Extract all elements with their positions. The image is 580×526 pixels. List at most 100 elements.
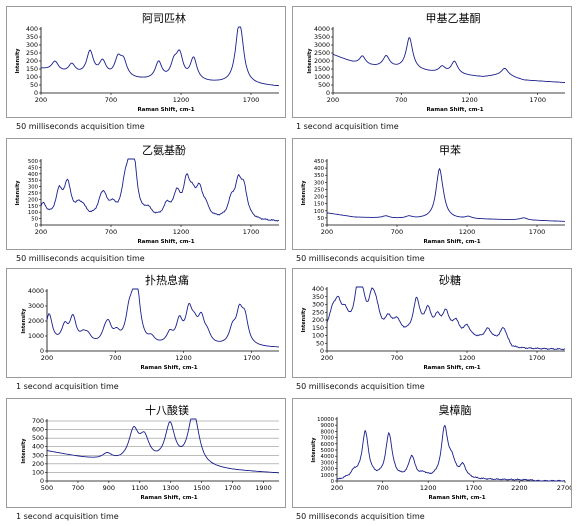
y-tick-label: 100 [26, 74, 38, 81]
spectrum-line [336, 424, 566, 482]
x-tick-label: 2200 [511, 484, 528, 492]
y-tick-label: 150 [28, 204, 39, 210]
y-tick-label: 6000 [321, 442, 335, 448]
y-tick-label: 8000 [321, 429, 335, 435]
y-tick-label: 3000 [321, 460, 335, 466]
y-tick-label: 350 [312, 294, 324, 301]
chart-title: 甲苯 [439, 143, 461, 157]
chart-caption-6: 50 milliseconds acquisition time [296, 382, 425, 391]
chart-caption-2: 1 second acquisition time [296, 122, 399, 131]
chart-panel-2: 甲基乙基酮 0 500 1000 1500 2000 2500 3000 3500 4000 200… [292, 6, 572, 118]
y-tick-label: 250 [314, 187, 325, 193]
y-tick-label: 450 [28, 165, 39, 171]
y-tick-label: 100 [28, 210, 39, 216]
x-axis-label: Raman Shift, cm-1 [140, 365, 197, 371]
y-tick-label: 100 [32, 469, 44, 476]
x-tick-label: 1200 [461, 96, 478, 104]
spectrum-line [326, 168, 566, 222]
spectrum-line [40, 26, 280, 87]
x-tick-label: 1200 [459, 354, 476, 362]
x-tick-label: 200 [321, 228, 333, 236]
y-tick-label: 500 [32, 435, 44, 442]
spectrum-line [332, 37, 565, 83]
y-tick-label: 200 [26, 58, 38, 65]
x-tick-label: 200 [35, 96, 47, 104]
y-tick-label: 100 [314, 209, 325, 215]
y-tick-label: 10000 [317, 417, 334, 423]
chart-title: 阿司匹林 [142, 11, 186, 25]
chart-caption-1: 50 milliseconds acquisition time [16, 122, 145, 131]
x-tick-label: 1500 [193, 484, 210, 492]
chart-caption-7: 1 second acquisition time [16, 512, 119, 521]
x-tick-label: 1700 [529, 354, 546, 362]
y-tick-label: 1000 [321, 473, 335, 479]
chart-title: 臭樟脑 [439, 403, 472, 417]
y-tick-label: 2500 [314, 50, 330, 57]
y-tick-label: 0 [40, 348, 44, 355]
x-tick-label: 1200 [173, 96, 190, 104]
x-axis-label: Raman Shift, cm-1 [137, 239, 194, 245]
y-tick-label: 700 [32, 418, 44, 425]
chart-panel-7: 十八酸镁 0 100 200 300 400 500 600 700 500 700 900 1100 1… [6, 398, 286, 508]
y-tick-label: 2000 [321, 467, 335, 473]
y-tick-label: 3000 [28, 303, 44, 310]
x-tick-label: 1200 [459, 228, 476, 236]
chart-title: 扑热息痛 [145, 273, 189, 287]
spectrum-line [46, 418, 279, 474]
y-tick-label: 400 [28, 172, 39, 178]
y-axis-label: Intensity [301, 180, 307, 206]
x-tick-label: 700 [72, 484, 84, 492]
x-axis-label: Raman Shift, cm-1 [137, 107, 194, 113]
chart-title: 乙氨基酚 [142, 143, 186, 157]
x-axis-label: Raman Shift, cm-1 [140, 495, 197, 501]
chart-caption-3: 50 milliseconds acquisition time [16, 254, 145, 263]
x-tick-label: 1200 [420, 484, 437, 492]
chart-panel-4: 甲苯 0 50 100 150 200 250 300 350 400 450 200 700 1200 1… [292, 138, 572, 250]
y-tick-label: 600 [32, 427, 44, 434]
y-tick-label: 3500 [314, 34, 330, 41]
x-tick-label: 200 [327, 96, 339, 104]
y-tick-label: 200 [312, 317, 324, 324]
x-tick-label: 200 [41, 354, 53, 362]
y-tick-label: 250 [26, 50, 38, 57]
x-tick-label: 700 [391, 228, 403, 236]
y-tick-label: 2000 [314, 58, 330, 65]
x-tick-label: 1900 [255, 484, 272, 492]
x-tick-label: 200 [321, 354, 333, 362]
chart-caption-4: 50 milliseconds acquisition time [296, 254, 425, 263]
y-tick-label: 50 [316, 340, 324, 347]
y-tick-label: 0 [326, 90, 330, 97]
y-tick-label: 350 [314, 173, 325, 179]
y-tick-label: 500 [28, 159, 39, 165]
x-tick-label: 1700 [243, 228, 260, 236]
chart-svg-8: 臭樟脑 0100020003000400050006000700080009000… [311, 403, 571, 501]
y-tick-label: 0 [34, 90, 38, 97]
y-tick-label: 200 [32, 461, 44, 468]
x-tick-label: 700 [391, 354, 403, 362]
x-tick-label: 1700 [529, 228, 546, 236]
y-tick-label: 350 [28, 178, 39, 184]
y-tick-label: 0 [331, 479, 335, 485]
x-tick-label: 700 [376, 484, 388, 492]
y-tick-label: 0 [40, 478, 44, 485]
x-tick-label: 700 [105, 228, 117, 236]
y-axis-label: Intensity [15, 48, 21, 74]
y-tick-label: 300 [28, 185, 39, 191]
y-tick-label: 50 [30, 82, 38, 89]
y-tick-label: 1500 [314, 66, 330, 73]
spectrum-line [326, 286, 566, 351]
x-tick-label: 200 [331, 484, 343, 492]
y-tick-label: 4000 [314, 26, 330, 33]
x-tick-label: 900 [103, 484, 115, 492]
y-tick-label: 1000 [314, 74, 330, 81]
x-tick-label: 500 [41, 484, 53, 492]
chart-panel-8: 臭樟脑 0 1000 2000 3000 4000 5000 6000 7000 8000 9000… [292, 398, 572, 508]
chart-title: 十八酸镁 [145, 403, 189, 417]
y-axis-label: Intensity [15, 180, 21, 206]
y-tick-label: 250 [28, 191, 39, 197]
x-axis-label: Raman Shift, cm-1 [423, 239, 480, 245]
x-tick-label: 2700 [557, 484, 571, 492]
